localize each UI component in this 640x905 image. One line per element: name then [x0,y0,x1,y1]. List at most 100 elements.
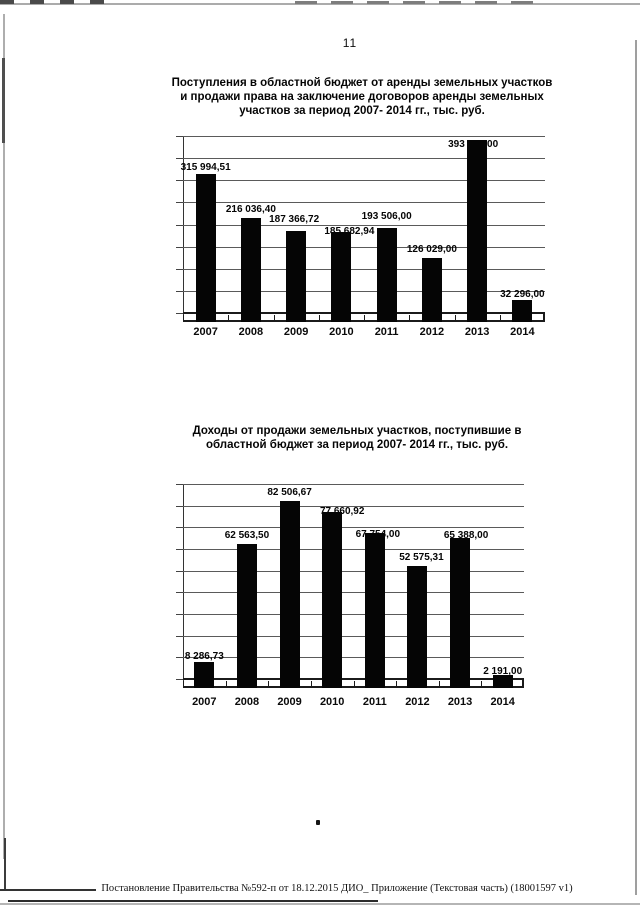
y-axis-tick [176,180,183,182]
bar-2013 [450,538,471,688]
bar-2010 [322,511,343,688]
scan-artifact-bottom-line [8,900,378,902]
x-label-2009: 2009 [283,326,309,338]
x-axis-tick [183,681,184,688]
x-axis-tick [183,315,184,322]
y-axis-tick [176,224,183,226]
x-axis-tick [228,315,230,322]
gridline [183,592,524,594]
gridline [183,290,545,292]
bar-2012 [407,566,428,688]
chart-section-sale-income: Доходы от продажи земельных участков, по… [0,424,640,724]
value-label-2007: 8 286,73 [184,651,224,663]
y-axis-tick [176,246,183,248]
y-axis-tick [176,290,183,292]
value-label-2008: 216 036,40 [225,204,276,216]
bar-2011 [376,228,397,322]
y-axis-line [183,137,184,322]
gridline [183,268,545,270]
x-label-2010: 2010 [319,696,345,708]
x-label-2011: 2011 [374,326,399,338]
bar-2014 [492,675,513,688]
y-axis-tick [176,592,183,594]
value-label-2012: 52 575,31 [399,552,444,564]
x-label-2008: 2008 [234,696,260,708]
x-axis-tick [396,681,398,688]
y-axis-tick [176,614,183,615]
x-label-2007: 2007 [193,326,218,338]
x-axis-tick [268,681,270,688]
gridline [183,484,524,485]
gridline [183,549,524,550]
x-axis-tick [273,315,275,322]
value-label-2007: 315 994,51 [180,162,231,174]
x-label-2008: 2008 [238,326,264,338]
y-axis-tick [176,570,183,572]
y-axis-tick [176,202,183,204]
y-axis-tick [176,136,183,137]
page-number: 11 [342,36,358,50]
bar-2009 [279,501,300,688]
y-axis-tick [176,527,183,529]
bar-2007 [194,662,215,688]
y-axis-tick [176,158,183,160]
y-axis-tick [176,313,183,314]
x-axis-labels: 2007 2008 2009 2010 2011 2012 2013 2014 [183,696,524,708]
gridline [183,505,524,507]
value-label-2009: 187 366,72 [269,214,320,226]
x-axis-tick [499,315,501,322]
value-label-2008: 62 563,50 [224,530,270,542]
value-label-2014: 2 191,00 [483,666,523,678]
gridline [183,614,524,615]
x-label-2014: 2014 [490,696,515,708]
value-label-2013: 65 388,00 [443,530,489,542]
x-label-2007: 2007 [192,696,217,708]
chart-section-rent-income: Поступления в областной бюджет от аренды… [0,76,640,356]
bar-2008 [236,544,257,688]
x-axis-tick [225,681,227,688]
x-axis-tick [364,315,365,322]
gridline [183,635,524,637]
value-label-2009: 82 506,67 [267,487,312,499]
gridline [183,180,545,182]
value-label-2010: 77 660,92 [319,505,365,517]
x-label-2009: 2009 [277,696,302,708]
x-axis-tick [353,681,355,688]
y-axis-tick [176,549,183,550]
bar-2008 [240,218,261,322]
x-label-2010: 2010 [329,326,354,338]
x-label-2012: 2012 [405,696,430,708]
bar-2009 [286,231,307,322]
bar-2011 [364,533,385,688]
gridline [183,527,524,529]
bar-2013 [467,139,488,322]
x-axis-tick [310,681,312,688]
x-axis-tick [454,315,456,322]
gridline [183,136,545,137]
gridline [183,202,545,204]
gridline [183,657,524,659]
y-axis-tick [176,268,183,270]
x-axis-tick [544,315,545,322]
scan-artifact-left-bottom-segment [4,838,6,891]
chart-title: Поступления в областной бюджет от аренды… [142,76,582,118]
x-label-2012: 2012 [419,326,445,338]
zero-gridline [183,312,545,314]
value-label-2011: 193 506,00 [361,211,412,223]
y-axis-tick [176,635,183,637]
gridline [183,246,545,248]
gridline [183,570,524,572]
x-label-2011: 2011 [362,696,387,708]
chart-title-line: областной бюджет за период 2007- 2014 гг… [205,439,509,451]
chart-title-line: и продажи права на заключение договоров … [180,91,544,103]
chart-title-line: участков за период 2007- 2014 гг., тыс. … [239,105,485,117]
x-axis-tick [523,681,524,688]
bar-2010 [331,231,352,322]
gridline [183,224,545,226]
x-label-2013: 2013 [464,326,490,338]
y-axis-line [183,485,184,688]
chart-title-line: Доходы от продажи земельных участков, по… [192,425,522,437]
